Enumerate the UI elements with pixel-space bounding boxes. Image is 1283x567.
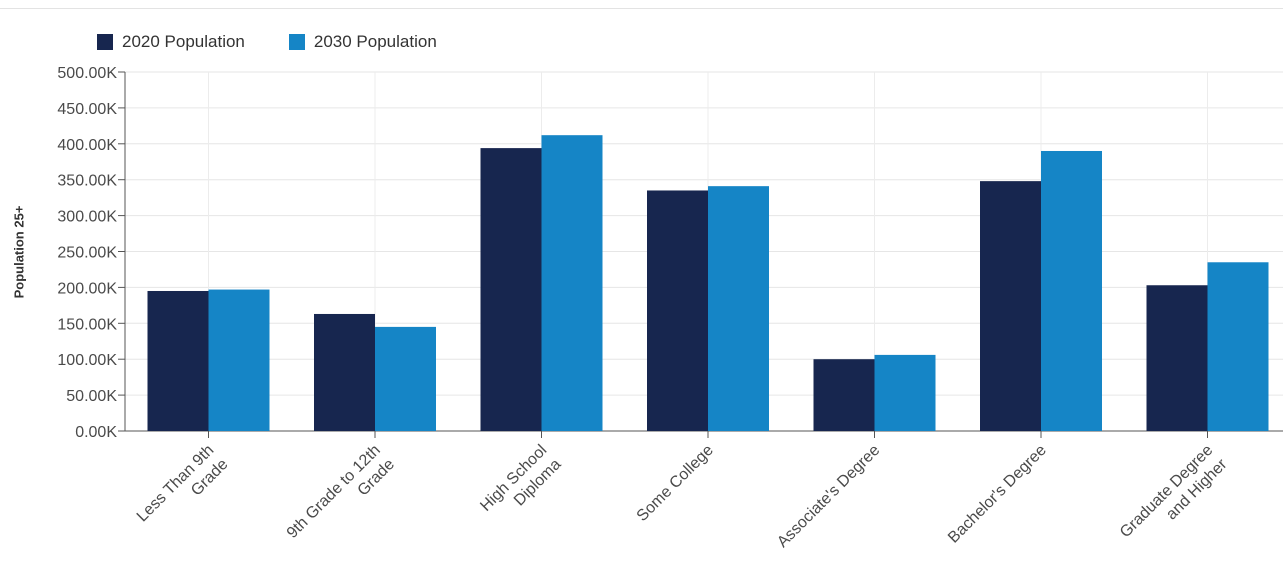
- bar-2020: [314, 313, 375, 431]
- bar-2020: [147, 290, 209, 431]
- legend-swatch-2020: [97, 34, 113, 50]
- bar-2020: [480, 148, 542, 431]
- legend-swatch-2030: [288, 34, 305, 50]
- bar-2030: [1041, 150, 1102, 432]
- legend-item-2030[interactable]: 2030 Population: [288, 32, 437, 52]
- chart-legend: 2020 Population 2030 Population: [97, 32, 437, 52]
- bar-2030: [874, 354, 936, 431]
- x-tick-label: 9th Grade to 12thGrade: [284, 442, 398, 556]
- bar-2030: [541, 135, 603, 431]
- y-tick-label: 0.00K: [75, 424, 117, 441]
- x-tick-label: Less Than 9thGrade: [134, 442, 232, 540]
- x-tick-label-line: Some College: [634, 442, 717, 525]
- x-tick-label: Associate's Degree: [774, 442, 883, 551]
- y-tick-label: 500.00K: [57, 65, 117, 82]
- legend-label-2030: 2030 Population: [313, 32, 437, 51]
- y-tick-label: 50.00K: [66, 388, 117, 405]
- y-tick-label: 450.00K: [57, 101, 117, 118]
- y-tick-label: 150.00K: [57, 316, 117, 333]
- top-divider: [0, 8, 1283, 9]
- legend-label-2020: 2020 Population: [122, 32, 245, 51]
- y-tick-label: 300.00K: [57, 209, 117, 226]
- bar-2020: [1146, 285, 1208, 431]
- y-tick-label: 100.00K: [57, 352, 117, 369]
- x-tick-label: Some College: [634, 442, 717, 525]
- bar-2020: [813, 359, 875, 431]
- legend-item-2020[interactable]: 2020 Population: [97, 32, 245, 52]
- bar-2020: [647, 190, 708, 431]
- y-tick-label: 200.00K: [57, 280, 117, 297]
- x-tick-label: Bachelor's Degree: [945, 442, 1050, 547]
- bar-2030: [1207, 262, 1269, 431]
- bar-2030: [375, 326, 436, 431]
- bar-2020: [980, 181, 1041, 431]
- x-tick-label-line: Associate's Degree: [774, 442, 883, 551]
- y-tick-label: 400.00K: [57, 137, 117, 154]
- x-tick-label: High SchoolDiploma: [477, 442, 564, 529]
- bar-2030: [208, 289, 270, 431]
- x-tick-label-line: Bachelor's Degree: [945, 442, 1050, 547]
- y-tick-label: 350.00K: [57, 173, 117, 190]
- y-tick-label: 250.00K: [57, 245, 117, 262]
- bar-2030: [708, 186, 769, 431]
- x-tick-label: Graduate Degreeand Higher: [1117, 441, 1231, 555]
